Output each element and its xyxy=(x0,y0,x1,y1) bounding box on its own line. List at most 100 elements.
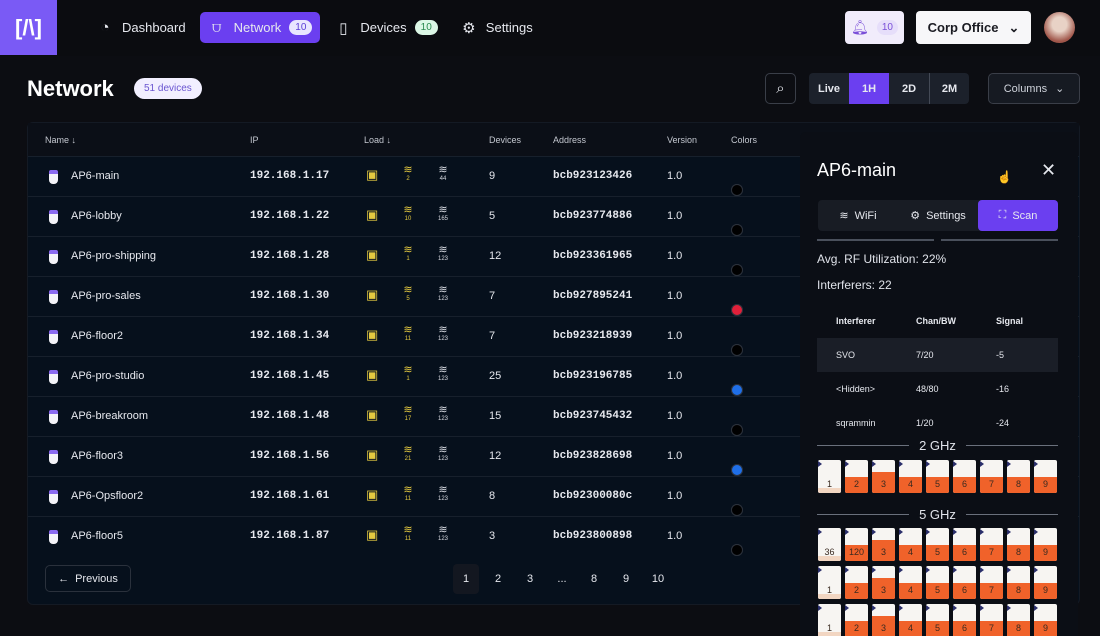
channel-tile[interactable]: 8 xyxy=(1007,604,1030,636)
channel-tile[interactable]: 7 xyxy=(980,604,1003,636)
color-dot[interactable] xyxy=(731,224,743,236)
col-ip[interactable]: IP xyxy=(250,135,259,145)
device-name[interactable]: AP6-pro-studio xyxy=(71,370,145,382)
range-2m[interactable]: 2M xyxy=(929,73,969,104)
col-devices[interactable]: Devices xyxy=(489,135,522,145)
device-name[interactable]: AP6-pro-shipping xyxy=(71,250,156,262)
channel-tile[interactable]: 5 xyxy=(926,460,949,493)
notifications-button[interactable]: 🔔︎ 10 xyxy=(845,11,904,44)
channel-tile[interactable]: 5 xyxy=(926,604,949,636)
channel-tile[interactable]: 6 xyxy=(953,528,976,561)
color-dot[interactable] xyxy=(731,544,743,556)
channel-tile[interactable]: 9 xyxy=(1034,528,1057,561)
table-row[interactable]: AP6-lobby 192.168.1.22 ▣ ≋ 10 ≋ 165 5 bcb9237748… xyxy=(28,196,1079,236)
channel-tile[interactable]: 3 xyxy=(872,604,895,636)
page-2[interactable]: 2 xyxy=(494,573,502,585)
channel-tile[interactable]: 6 xyxy=(953,566,976,599)
search-button[interactable]: ⌕ xyxy=(765,73,796,104)
channel-tile[interactable]: 6 xyxy=(953,604,976,636)
nav-dashboard[interactable]: ◔ Dashboard xyxy=(88,12,194,43)
table-row[interactable]: AP6-Opsfloor2 192.168.1.61 ▣ ≋ 11 ≋ 123 8 bcb923… xyxy=(28,476,1079,516)
device-name[interactable]: AP6-Opsfloor2 xyxy=(71,490,144,502)
channel-tile[interactable]: 8 xyxy=(1007,460,1030,493)
channel-tile[interactable]: 2 xyxy=(845,460,868,493)
channel-tile[interactable]: 1 xyxy=(818,566,841,599)
channel-tile[interactable]: 7 xyxy=(980,528,1003,561)
page-8[interactable]: 8 xyxy=(590,573,598,585)
table-row[interactable]: AP6-main 192.168.1.17 ▣ ≋ 2 ≋ 44 9 bcb923123426 1… xyxy=(28,156,1079,196)
page-3[interactable]: 3 xyxy=(526,573,534,585)
channel-tile[interactable]: 5 xyxy=(926,566,949,599)
device-name[interactable]: AP6-main xyxy=(71,170,120,182)
channel-tile[interactable]: 1 xyxy=(818,604,841,636)
channel-tile[interactable]: 9 xyxy=(1034,604,1057,636)
channel-tile[interactable]: 3 xyxy=(872,528,895,561)
site-selector[interactable]: Corp Office ⌄ xyxy=(916,11,1031,44)
table-row[interactable]: AP6-pro-studio 192.168.1.45 ▣ ≋ 1 ≋ 123 25 bcb92… xyxy=(28,356,1079,396)
avatar[interactable] xyxy=(1044,12,1075,43)
col-version[interactable]: Version xyxy=(667,135,698,145)
color-dot[interactable] xyxy=(731,464,743,476)
table-row[interactable]: AP6-pro-sales 192.168.1.30 ▣ ≋ 5 ≋ 123 7 bcb9278… xyxy=(28,276,1079,316)
channel-tile[interactable]: 9 xyxy=(1034,460,1057,493)
channel-tile[interactable]: 7 xyxy=(980,460,1003,493)
col-load[interactable]: Load ↓ xyxy=(364,135,392,145)
channel-tile[interactable]: 2 xyxy=(845,604,868,636)
range-live[interactable]: Live xyxy=(817,82,840,95)
table-row[interactable]: AP6-pro-shipping 192.168.1.28 ▣ ≋ 1 ≋ 123 12 bcb… xyxy=(28,236,1079,276)
device-name[interactable]: AP6-floor5 xyxy=(71,530,123,542)
channel-tile[interactable]: 2 xyxy=(845,566,868,599)
close-icon[interactable]: ✕ xyxy=(1041,160,1057,180)
device-name[interactable]: AP6-breakroom xyxy=(71,410,149,422)
channel-tile[interactable]: 9 xyxy=(1034,566,1057,599)
channel-tile[interactable]: 1 xyxy=(818,460,841,493)
tab-settings[interactable]: ⚙ Settings xyxy=(898,200,978,231)
channel-tile[interactable]: 4 xyxy=(899,604,922,636)
tab-scan[interactable]: ⛶ Scan xyxy=(978,200,1058,231)
interferer-row[interactable]: sqrammin 1/20 -24 xyxy=(817,406,1058,440)
nav-devices[interactable]: ▯ Devices 10 xyxy=(326,12,445,43)
color-dot[interactable] xyxy=(731,344,743,356)
device-name[interactable]: AP6-lobby xyxy=(71,210,122,222)
channel-tile[interactable]: 36 xyxy=(818,528,841,561)
col-name[interactable]: Name ↓ xyxy=(45,135,77,145)
color-dot[interactable] xyxy=(731,184,743,196)
channel-tile[interactable]: 3 xyxy=(872,460,895,493)
device-name[interactable]: AP6-pro-sales xyxy=(71,290,141,302)
channel-tile[interactable]: 5 xyxy=(926,528,949,561)
tab-wifi[interactable]: ≋ WiFi xyxy=(818,200,898,231)
page-1[interactable]: 1 xyxy=(453,564,479,594)
channel-tile[interactable]: 8 xyxy=(1007,566,1030,599)
channel-tile[interactable]: 7 xyxy=(980,566,1003,599)
table-row[interactable]: AP6-floor2 192.168.1.34 ▣ ≋ 11 ≋ 123 7 bcb923218… xyxy=(28,316,1079,356)
table-row[interactable]: AP6-floor3 192.168.1.56 ▣ ≋ 21 ≋ 123 12 bcb92382… xyxy=(28,436,1079,476)
range-1h[interactable]: 1H xyxy=(849,73,889,104)
interferer-row[interactable]: <Hidden> 48/80 -16 xyxy=(817,372,1058,406)
device-name[interactable]: AP6-floor3 xyxy=(71,450,123,462)
nav-network[interactable]: ⩌ Network 10 xyxy=(199,12,321,43)
color-dot[interactable] xyxy=(731,304,743,316)
color-dot[interactable] xyxy=(731,264,743,276)
channel-tile[interactable]: 3 xyxy=(872,566,895,599)
logo[interactable]: [/\] xyxy=(0,0,57,55)
channel-tile[interactable]: 8 xyxy=(1007,528,1030,561)
page-10[interactable]: 10 xyxy=(651,573,665,585)
table-row[interactable]: AP6-breakroom 192.168.1.48 ▣ ≋ 17 ≋ 123 15 bcb92… xyxy=(28,396,1079,436)
channel-tile[interactable]: 120 xyxy=(845,528,868,561)
channel-tile[interactable]: 4 xyxy=(899,528,922,561)
color-dot[interactable] xyxy=(731,424,743,436)
interferer-row[interactable]: SVO 7/20 -5 xyxy=(817,338,1058,372)
channel-tile[interactable]: 4 xyxy=(899,566,922,599)
device-name[interactable]: AP6-floor2 xyxy=(71,330,123,342)
columns-dropdown[interactable]: Columns ⌄ xyxy=(988,73,1080,104)
channel-tile[interactable]: 6 xyxy=(953,460,976,493)
color-dot[interactable] xyxy=(731,504,743,516)
range-2d[interactable]: 2D xyxy=(901,82,917,95)
channel-tile[interactable]: 4 xyxy=(899,460,922,493)
page-9[interactable]: 9 xyxy=(622,573,630,585)
nav-settings[interactable]: ⚙ Settings xyxy=(452,12,541,43)
color-dot[interactable] xyxy=(731,384,743,396)
table-row[interactable]: AP6-floor5 192.168.1.87 ▣ ≋ 11 ≋ 123 3 bcb923800… xyxy=(28,516,1079,556)
col-address[interactable]: Address xyxy=(553,135,587,145)
col-colors[interactable]: Colors xyxy=(731,135,758,145)
